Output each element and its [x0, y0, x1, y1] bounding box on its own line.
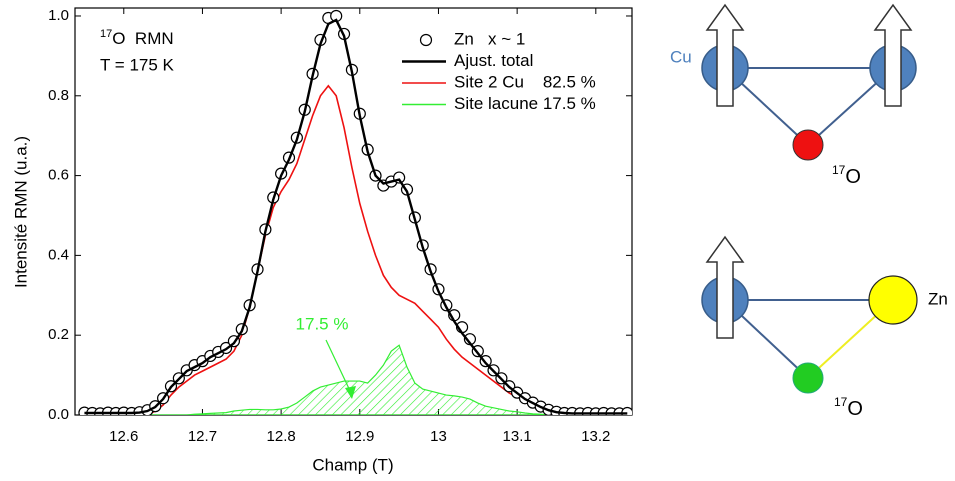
annotation: 17.5 %: [296, 314, 349, 333]
zn-atom: [868, 275, 918, 325]
y-tick-label: 0.6: [48, 167, 69, 184]
cu-label: Cu: [670, 47, 692, 66]
x-tick-label: 12.8: [267, 428, 296, 445]
x-tick-label: 13: [430, 428, 447, 445]
o-atom: [792, 129, 824, 161]
x-tick-label: 12.9: [345, 428, 374, 445]
x-tick-label: 13.2: [581, 428, 610, 445]
diagram-top: Cu 17O: [670, 3, 917, 188]
spin-arrow: [705, 235, 745, 339]
spin-arrow: [705, 3, 745, 107]
line: [84, 84, 628, 415]
line: [84, 18, 628, 415]
legend-marker: [419, 33, 433, 47]
y-tick-label: 0.8: [48, 87, 69, 104]
zn-label: Zn: [928, 289, 948, 308]
area: [84, 344, 628, 415]
legend-label: Site 2 Cu 82.5 %: [454, 72, 596, 91]
x-tick-label: 12.6: [109, 428, 138, 445]
x-tick-label: 13.1: [503, 428, 532, 445]
o-sup: 17: [834, 395, 848, 409]
y-tick-label: 0.2: [48, 326, 69, 343]
o-atom: [792, 362, 824, 394]
o-sup: 17: [832, 163, 846, 177]
x-tick-label: 12.7: [188, 428, 217, 445]
o-label: 17O: [832, 163, 861, 188]
legend-label: Zn x ~ 1: [454, 29, 525, 48]
legend-label: Site lacune 17.5 %: [454, 94, 596, 113]
y-axis-label: Intensité RMN (u.a.): [11, 136, 30, 288]
y-tick-label: 0.4: [48, 246, 69, 263]
chart-subtitle: T = 175 K: [100, 55, 175, 74]
spin-arrow: [873, 3, 913, 107]
o-label: 17O: [834, 395, 863, 420]
diagram-bottom: Zn 17O: [701, 235, 948, 420]
legend-label: Ajust. total: [454, 51, 533, 70]
o-main: O: [847, 398, 863, 420]
title-sup: 17: [100, 28, 112, 40]
plot-area: [78, 9, 632, 415]
chart-title: 17O RMN: [100, 28, 174, 49]
title-main: O RMN: [112, 29, 173, 48]
y-tick-label: 0.0: [48, 406, 69, 423]
x-axis-label: Champ (T): [312, 455, 393, 474]
o-main: O: [845, 166, 861, 188]
y-tick-label: 1.0: [48, 7, 69, 24]
